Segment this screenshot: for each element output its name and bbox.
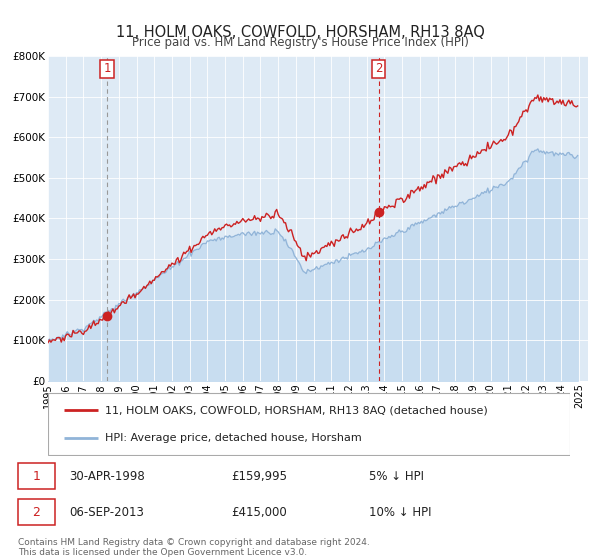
Text: 10% ↓ HPI: 10% ↓ HPI [369, 506, 431, 519]
FancyBboxPatch shape [18, 464, 55, 489]
Text: Contains HM Land Registry data © Crown copyright and database right 2024.
This d: Contains HM Land Registry data © Crown c… [18, 538, 370, 557]
Text: HPI: Average price, detached house, Horsham: HPI: Average price, detached house, Hors… [106, 433, 362, 444]
Text: £159,995: £159,995 [231, 470, 287, 483]
Text: 2: 2 [32, 506, 40, 519]
Text: 5% ↓ HPI: 5% ↓ HPI [369, 470, 424, 483]
Text: Price paid vs. HM Land Registry's House Price Index (HPI): Price paid vs. HM Land Registry's House … [131, 36, 469, 49]
FancyBboxPatch shape [18, 499, 55, 525]
Text: 2: 2 [375, 63, 382, 76]
Text: £415,000: £415,000 [231, 506, 287, 519]
Text: 11, HOLM OAKS, COWFOLD, HORSHAM, RH13 8AQ: 11, HOLM OAKS, COWFOLD, HORSHAM, RH13 8A… [116, 25, 484, 40]
FancyBboxPatch shape [48, 393, 570, 455]
Text: 06-SEP-2013: 06-SEP-2013 [70, 506, 145, 519]
Text: 30-APR-1998: 30-APR-1998 [70, 470, 145, 483]
Text: 1: 1 [103, 63, 111, 76]
Text: 1: 1 [32, 470, 40, 483]
Text: 11, HOLM OAKS, COWFOLD, HORSHAM, RH13 8AQ (detached house): 11, HOLM OAKS, COWFOLD, HORSHAM, RH13 8A… [106, 405, 488, 415]
